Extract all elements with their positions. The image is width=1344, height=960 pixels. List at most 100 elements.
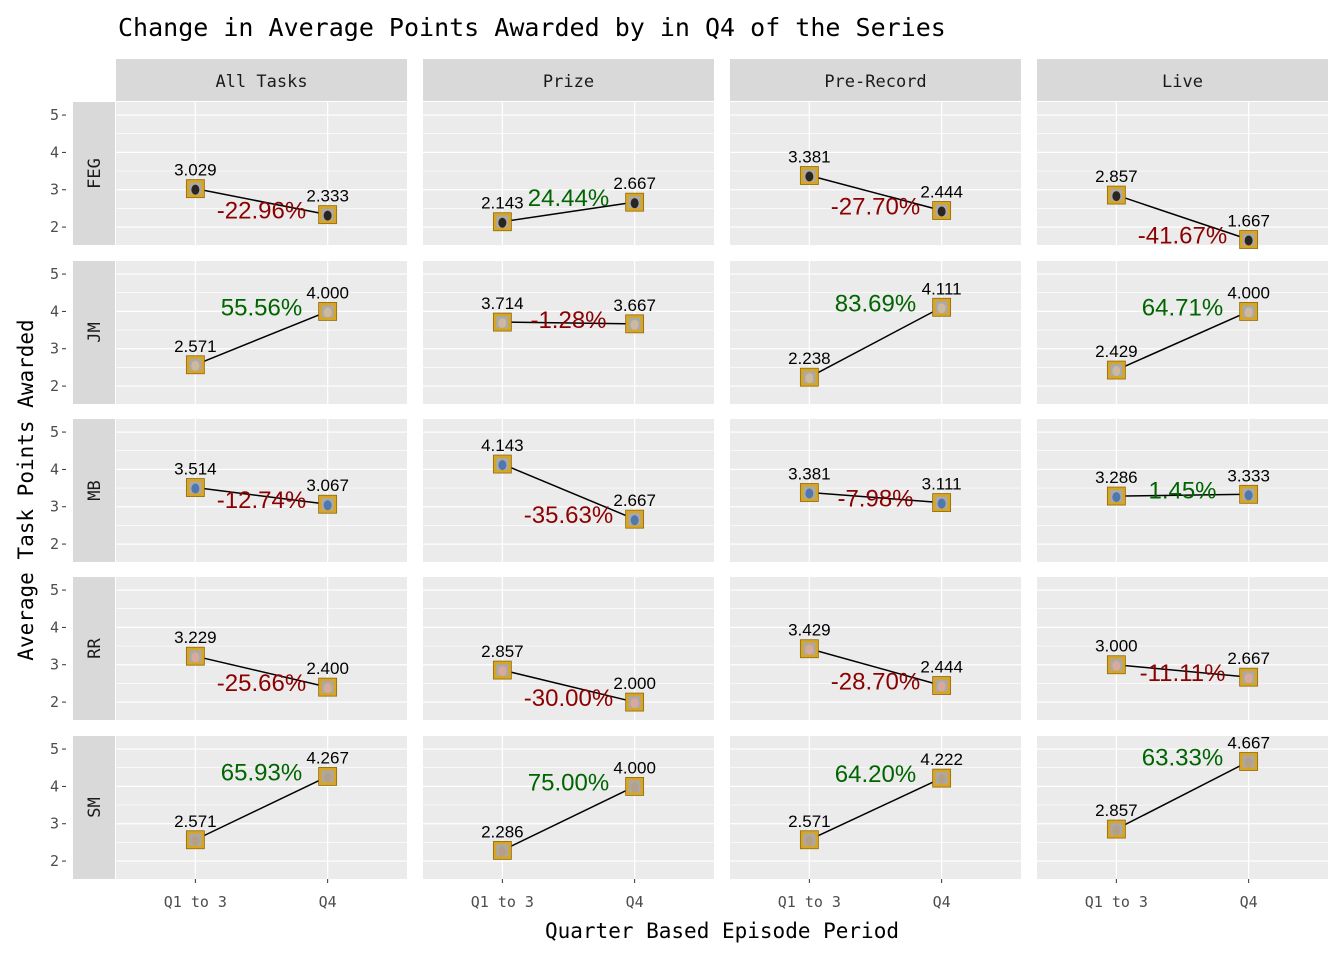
value-label: 3.286 bbox=[1095, 468, 1138, 487]
series-line bbox=[502, 201, 635, 223]
contestant-photo-marker bbox=[318, 767, 338, 786]
column-strip-label: Live bbox=[1162, 72, 1203, 92]
contestant-photo-marker bbox=[625, 314, 645, 334]
contestant-face-icon bbox=[191, 483, 200, 494]
panel-background bbox=[1037, 102, 1328, 245]
contestant-face-icon bbox=[1112, 191, 1121, 202]
value-label: 3.514 bbox=[174, 460, 217, 479]
contestant-photo-marker bbox=[185, 179, 205, 199]
value-label: 4.222 bbox=[920, 750, 963, 769]
y-tick-label: 2 bbox=[50, 852, 59, 870]
value-label: 3.111 bbox=[922, 475, 962, 494]
series-line bbox=[195, 310, 328, 366]
value-label: 3.381 bbox=[788, 465, 831, 484]
contestant-photo-marker bbox=[625, 692, 645, 712]
y-tick-label: 5 bbox=[50, 106, 59, 124]
contestant-photo-marker bbox=[185, 478, 205, 497]
contestant-photo-marker bbox=[625, 192, 645, 212]
panel-background bbox=[1037, 261, 1328, 404]
contestant-face-icon bbox=[937, 498, 946, 509]
contestant-face-icon bbox=[1244, 673, 1253, 684]
contestant-photo-marker bbox=[1239, 752, 1259, 771]
contestant-face-icon bbox=[1244, 235, 1253, 246]
series-line bbox=[502, 669, 635, 703]
value-label: 2.333 bbox=[306, 187, 349, 206]
percent-change-label: -22.96% bbox=[217, 198, 306, 225]
column-strip-label: Pre-Record bbox=[824, 72, 926, 92]
y-tick-label: 3 bbox=[50, 815, 59, 833]
percent-change-label: 55.56% bbox=[221, 294, 302, 321]
value-label: 2.444 bbox=[920, 183, 963, 202]
y-tick-label: 3 bbox=[50, 340, 59, 358]
y-tick-label: 5 bbox=[50, 423, 59, 441]
percent-change-label: 64.20% bbox=[835, 761, 916, 788]
series-line bbox=[1116, 194, 1249, 241]
y-tick-label: 4 bbox=[50, 618, 59, 636]
contestant-photo-marker bbox=[1106, 655, 1126, 675]
contestant-photo-marker bbox=[932, 768, 952, 788]
panel-background bbox=[116, 102, 407, 245]
x-tick-label: Q1 to 3 bbox=[164, 893, 227, 911]
percent-change-label: -28.70% bbox=[831, 669, 920, 696]
contestant-photo-marker bbox=[932, 201, 952, 220]
percent-change-label: 64.71% bbox=[1142, 294, 1223, 321]
percent-change-label: 1.45% bbox=[1148, 477, 1216, 504]
contestant-face-icon bbox=[498, 217, 507, 228]
panel-background bbox=[1037, 419, 1328, 562]
contestant-photo-marker bbox=[799, 830, 819, 850]
x-axis-label: Quarter Based Episode Period bbox=[545, 919, 899, 943]
contestant-photo-marker bbox=[799, 367, 819, 387]
series-line bbox=[809, 174, 942, 212]
value-label: 2.400 bbox=[306, 659, 349, 678]
series-line bbox=[809, 648, 942, 687]
contestant-photo-marker bbox=[1106, 819, 1126, 839]
contestant-face-icon bbox=[191, 652, 200, 663]
contestant-face-icon bbox=[1244, 307, 1253, 318]
x-tick-label: Q4 bbox=[626, 893, 644, 911]
value-label: 3.029 bbox=[174, 161, 217, 180]
row-strip bbox=[73, 261, 115, 404]
percent-change-label: 75.00% bbox=[528, 769, 609, 796]
contestant-photo-marker bbox=[799, 483, 819, 502]
row-strip bbox=[73, 577, 115, 720]
contestant-face-icon bbox=[498, 846, 507, 857]
contestant-photo-marker bbox=[492, 212, 512, 232]
x-tick-label: Q4 bbox=[319, 893, 337, 911]
contestant-photo-marker bbox=[185, 355, 205, 375]
value-label: 1.667 bbox=[1227, 212, 1270, 231]
y-tick-label: 4 bbox=[50, 777, 59, 795]
value-label: 2.000 bbox=[613, 674, 656, 693]
contestant-face-icon bbox=[805, 835, 814, 846]
contestant-photo-marker bbox=[799, 639, 819, 659]
series-line bbox=[809, 491, 942, 504]
value-label: 2.667 bbox=[613, 174, 656, 193]
value-label: 2.667 bbox=[1227, 649, 1270, 668]
percent-change-label: -12.74% bbox=[217, 487, 306, 514]
panel-background bbox=[730, 261, 1021, 404]
contestant-photo-marker bbox=[1106, 360, 1126, 380]
panel-background bbox=[730, 736, 1021, 879]
series-line bbox=[1116, 663, 1249, 678]
value-label: 2.143 bbox=[481, 194, 524, 213]
y-tick-label: 2 bbox=[50, 218, 59, 236]
series-line bbox=[1116, 760, 1249, 830]
contestant-photo-marker bbox=[932, 676, 952, 695]
panel-background bbox=[1037, 577, 1328, 720]
value-label: 3.333 bbox=[1227, 466, 1270, 485]
contestant-face-icon bbox=[805, 488, 814, 499]
row-strip bbox=[73, 736, 115, 879]
value-label: 4.143 bbox=[481, 436, 524, 455]
value-label: 2.571 bbox=[174, 337, 217, 356]
contestant-face-icon bbox=[191, 184, 200, 195]
contestant-photo-marker bbox=[318, 302, 338, 321]
value-label: 2.429 bbox=[1095, 342, 1138, 361]
value-label: 4.667 bbox=[1227, 734, 1270, 753]
contestant-photo-marker bbox=[1239, 230, 1259, 249]
value-label: 4.000 bbox=[1227, 283, 1270, 302]
contestant-face-icon bbox=[1112, 366, 1121, 377]
panel-background bbox=[423, 102, 714, 245]
series-line bbox=[195, 187, 328, 216]
contestant-face-icon bbox=[630, 782, 639, 793]
contestant-photo-marker bbox=[1106, 185, 1126, 205]
